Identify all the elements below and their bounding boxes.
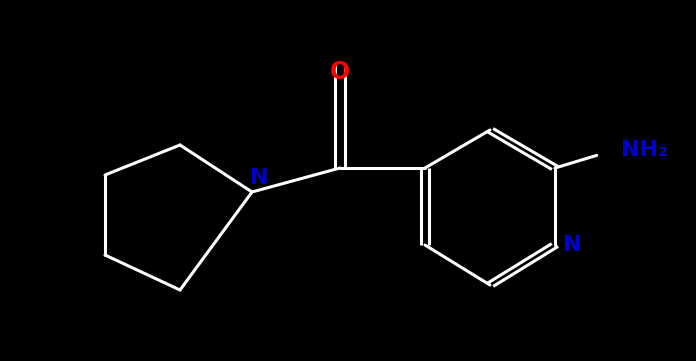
Text: NH₂: NH₂: [621, 140, 668, 160]
Text: N: N: [563, 235, 582, 255]
Text: O: O: [330, 60, 350, 84]
Text: N: N: [250, 168, 268, 188]
